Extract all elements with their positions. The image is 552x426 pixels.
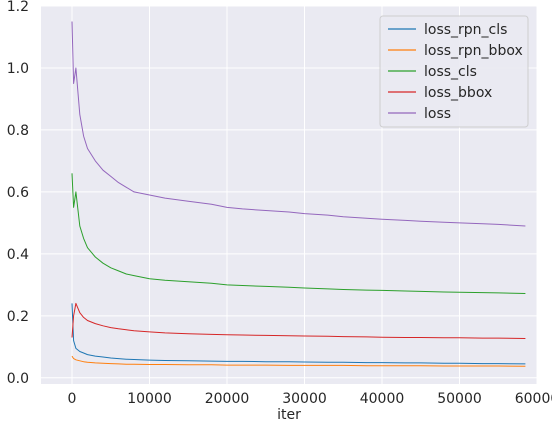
x-axis-ticks: 0 10000 20000 30000 40000 50000 60000 [68,391,552,407]
series-line-loss [71,21,526,227]
series-line-loss-rpn-bbox [71,355,526,367]
x-tick-label: 30000 [282,391,327,407]
x-tick-label: 40000 [360,391,405,407]
y-axis-ticks: 0.0 0.2 0.4 0.6 0.8 1.0 1.2 [7,0,29,387]
series-line-loss-bbox [71,302,526,339]
x-tick-label: 50000 [437,391,482,407]
legend-label: loss_cls [424,64,477,80]
legend: loss_rpn_cls loss_rpn_bbox loss_cls loss_bb… [379,15,529,128]
x-tick-label: 20000 [205,391,250,407]
x-tick-label: 60000 [515,391,552,407]
series-line-loss-rpn-cls [71,303,526,365]
series-line-loss-cls [71,173,526,294]
y-tick-label: 0.0 [7,371,29,387]
x-tick-label: 0 [68,391,77,407]
y-tick-label: 0.4 [7,247,29,263]
y-tick-label: 0.6 [7,185,29,201]
grid [41,5,538,384]
legend-label: loss_rpn_cls [424,22,507,38]
legend-label: loss_bbox [424,85,492,101]
legend-label: loss_rpn_bbox [424,43,523,59]
x-tick-label: 10000 [127,391,172,407]
x-axis-label: iter [277,407,301,423]
legend-box [379,15,529,128]
series-lines [71,21,526,367]
legend-label: loss [424,106,451,122]
y-tick-label: 0.8 [7,123,29,139]
y-tick-label: 1.2 [7,0,29,15]
y-tick-label: 1.0 [7,61,29,77]
y-tick-label: 0.2 [7,309,29,325]
